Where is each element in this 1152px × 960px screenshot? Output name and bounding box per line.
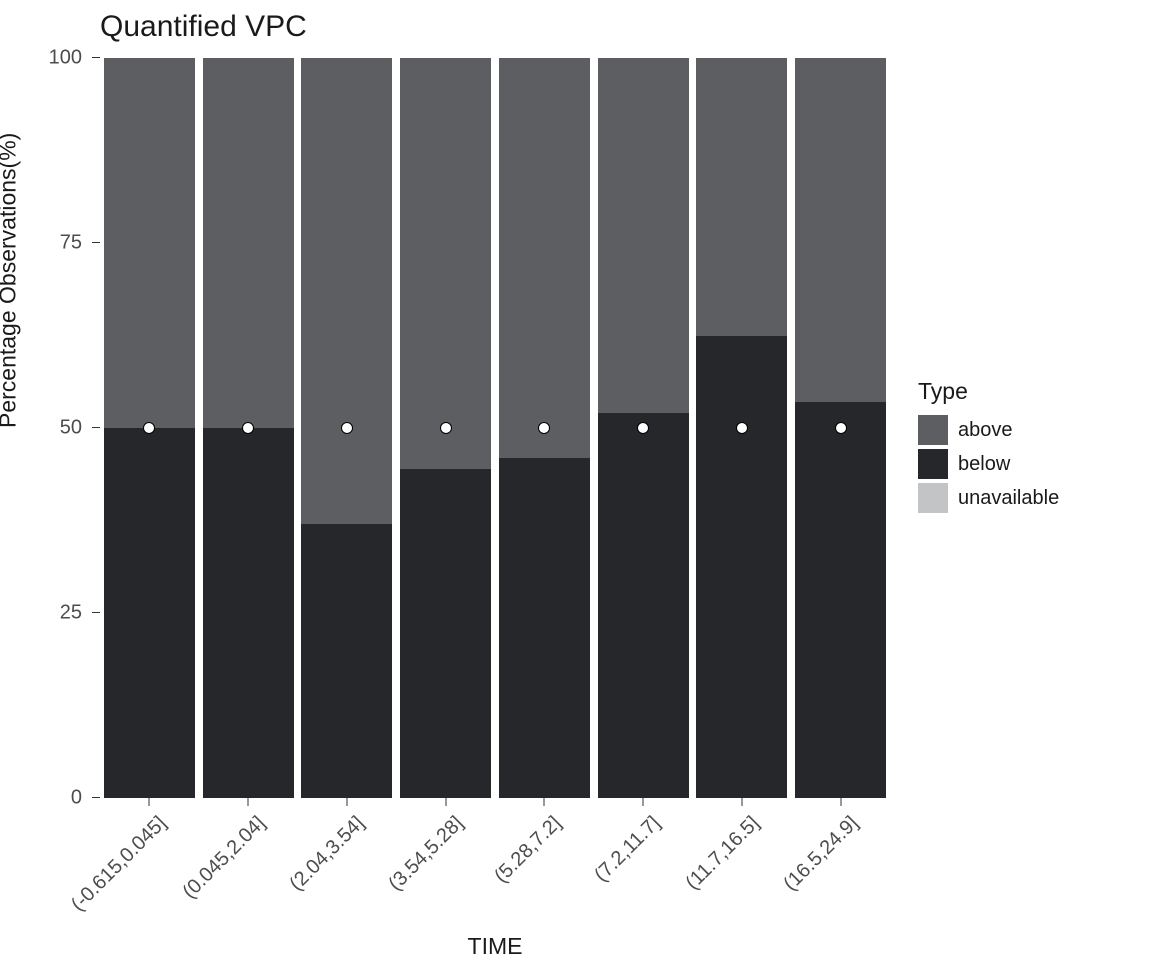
reference-point xyxy=(538,422,550,434)
bar-segment-above xyxy=(598,58,689,413)
reference-point xyxy=(341,422,353,434)
chart-title: Quantified VPC xyxy=(100,10,307,44)
x-tick-label: (3.54,5.28] xyxy=(384,812,468,896)
y-tick-mark xyxy=(92,797,100,798)
y-tick-label: 25 xyxy=(60,602,82,625)
y-tick-label: 50 xyxy=(60,417,82,440)
legend-item: unavailable xyxy=(918,481,1059,515)
x-tick-mark xyxy=(149,798,150,806)
y-axis: 0255075100 xyxy=(0,58,100,798)
bar-segment-above xyxy=(696,58,787,336)
x-tick-label: (5.28,7.2] xyxy=(491,812,567,888)
x-tick-mark xyxy=(544,798,545,806)
x-tick-label: (0.045,2.04] xyxy=(179,812,271,904)
legend-swatch xyxy=(918,449,948,479)
bar-segment-above xyxy=(795,58,886,402)
bar-segment-above xyxy=(203,58,294,428)
bar-segment-above xyxy=(301,58,392,524)
bar-segment-above xyxy=(400,58,491,469)
plot-area xyxy=(100,58,890,798)
x-tick-mark xyxy=(346,798,347,806)
legend-label: below xyxy=(958,453,1010,476)
legend-swatch xyxy=(918,415,948,445)
y-tick-label: 100 xyxy=(49,47,82,70)
x-tick-mark xyxy=(741,798,742,806)
x-tick-mark xyxy=(643,798,644,806)
bar-segment-below xyxy=(795,402,886,798)
x-axis-title: TIME xyxy=(468,933,523,960)
legend-title: Type xyxy=(918,378,1059,405)
reference-point xyxy=(242,422,254,434)
y-tick-label: 0 xyxy=(71,787,82,810)
legend-item: below xyxy=(918,447,1059,481)
bar-segment-below xyxy=(104,428,195,798)
x-tick-mark xyxy=(248,798,249,806)
legend: Type above below unavailable xyxy=(918,378,1059,515)
x-tick-label: (16.5,24.9] xyxy=(779,812,863,896)
y-tick-label: 75 xyxy=(60,232,82,255)
reference-point xyxy=(736,422,748,434)
bar-segment-below xyxy=(696,336,787,799)
y-tick-mark xyxy=(92,242,100,243)
bar-segment-above xyxy=(104,58,195,428)
legend-item: above xyxy=(918,413,1059,447)
reference-point xyxy=(440,422,452,434)
reference-point xyxy=(835,422,847,434)
bar-segment-below xyxy=(400,469,491,798)
y-tick-mark xyxy=(92,612,100,613)
reference-point xyxy=(143,422,155,434)
x-tick-label: (11.7,16.5] xyxy=(681,812,764,895)
bar-segment-below xyxy=(598,413,689,798)
chart-container: Quantified VPC Percentage Observations(%… xyxy=(0,0,1152,960)
y-tick-mark xyxy=(92,57,100,58)
bar-segment-above xyxy=(499,58,590,458)
x-tick-label: (7.2,11.7] xyxy=(590,812,665,887)
x-axis: TIME (-0.615,0.045](0.045,2.04](2.04,3.5… xyxy=(100,798,890,958)
bar-segment-below xyxy=(301,524,392,798)
y-tick-mark xyxy=(92,427,100,428)
reference-point xyxy=(637,422,649,434)
x-tick-label: (-0.615,0.045] xyxy=(67,812,171,916)
legend-label: unavailable xyxy=(958,487,1059,510)
x-tick-mark xyxy=(840,798,841,806)
bar-segment-below xyxy=(203,428,294,798)
x-tick-mark xyxy=(445,798,446,806)
x-tick-label: (2.04,3.54] xyxy=(285,812,369,896)
legend-swatch xyxy=(918,483,948,513)
bar-segment-below xyxy=(499,458,590,798)
legend-label: above xyxy=(958,419,1013,442)
